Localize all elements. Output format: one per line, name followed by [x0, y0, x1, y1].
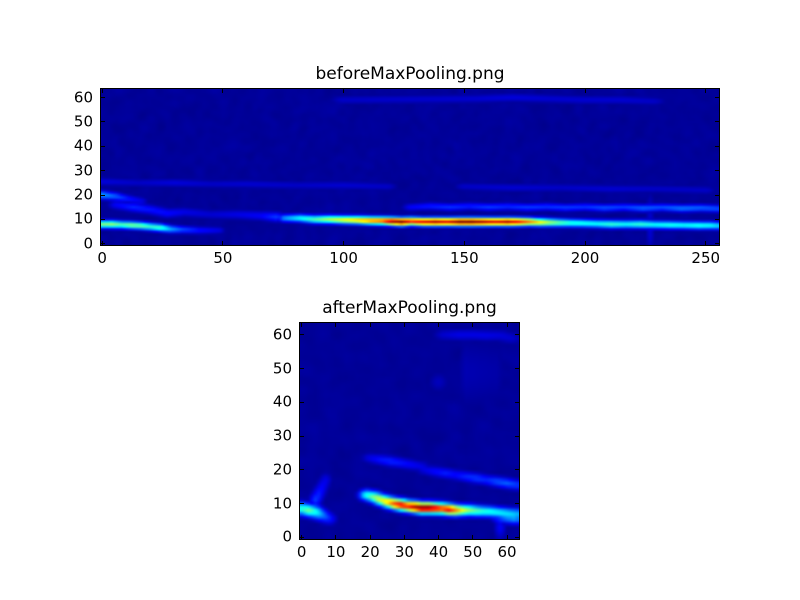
axes-title-before: beforeMaxPooling.png	[315, 64, 505, 84]
x-tick-mark-top	[301, 323, 303, 327]
x-tick-mark-top	[584, 89, 586, 93]
y-tick-mark-right	[715, 121, 719, 123]
y-tick-mark-left	[300, 334, 304, 336]
x-tick-mark-top	[222, 89, 224, 93]
y-tick-label: 20	[73, 185, 93, 204]
axes-title-after: afterMaxPooling.png	[322, 298, 497, 318]
y-tick-mark-right	[715, 243, 719, 245]
x-tick-mark-top	[101, 89, 103, 93]
y-tick-label: 20	[272, 460, 292, 479]
y-tick-label: 0	[83, 234, 93, 253]
y-tick-mark-right	[515, 435, 519, 437]
y-tick-label: 40	[73, 136, 93, 155]
y-tick-mark-right	[515, 503, 519, 505]
y-tick-mark-right	[515, 469, 519, 471]
x-tick-mark-top	[403, 323, 405, 327]
y-tick-mark-right	[515, 536, 519, 538]
y-tick-mark-right	[515, 334, 519, 336]
x-tick-mark-top	[438, 323, 440, 327]
x-tick-mark-top	[705, 89, 707, 93]
x-tick-mark-bottom	[506, 535, 508, 539]
x-tick-label: 20	[360, 543, 380, 561]
axes-before-maxpooling: beforeMaxPooling.png 0 50 100 150 200 250 0 10 2…	[74, 64, 720, 266]
y-tick-mark-left	[300, 503, 304, 505]
y-tick-label: 60	[272, 325, 292, 344]
y-tick-mark-right	[515, 368, 519, 370]
y-tick-mark-left	[300, 469, 304, 471]
x-tick-mark-bottom	[403, 535, 405, 539]
heatmap-image-after	[300, 323, 519, 539]
y-tick-label: 10	[73, 209, 93, 228]
x-tick-mark-top	[335, 323, 337, 327]
y-tick-label: 60	[73, 88, 93, 107]
y-tick-label: 40	[272, 392, 292, 411]
x-tick-mark-top	[463, 89, 465, 93]
x-tick-mark-bottom	[222, 241, 224, 245]
y-tick-mark-left	[101, 243, 105, 245]
x-tick-label: 0	[97, 249, 107, 267]
y-tick-mark-left	[101, 145, 105, 147]
x-tick-mark-top	[506, 323, 508, 327]
x-tick-label: 10	[326, 543, 346, 561]
x-tick-mark-top	[343, 89, 345, 93]
y-tick-label: 50	[272, 359, 292, 378]
axes-after-maxpooling: afterMaxPooling.png 0 10 20 30 40 50 60 0 10 20 30…	[273, 298, 520, 560]
y-tick-mark-right	[715, 218, 719, 220]
x-tick-mark-bottom	[343, 241, 345, 245]
y-tick-mark-left	[300, 435, 304, 437]
y-tick-mark-right	[515, 401, 519, 403]
x-tick-label: 50	[463, 543, 483, 561]
y-tick-mark-left	[101, 97, 105, 99]
y-tick-mark-left	[101, 194, 105, 196]
x-tick-label: 250	[691, 249, 721, 267]
y-tick-mark-right	[715, 145, 719, 147]
y-tick-mark-left	[300, 536, 304, 538]
y-tick-mark-left	[300, 368, 304, 370]
y-tick-mark-right	[715, 194, 719, 196]
y-tick-mark-left	[101, 170, 105, 172]
x-tick-label: 100	[329, 249, 358, 267]
x-tick-label: 60	[497, 543, 517, 561]
y-tick-label: 30	[272, 426, 292, 445]
x-tick-mark-bottom	[584, 241, 586, 245]
x-tick-label: 40	[429, 543, 449, 561]
x-tick-mark-bottom	[369, 535, 371, 539]
x-tick-mark-top	[472, 323, 474, 327]
y-tick-mark-left	[101, 121, 105, 123]
y-tick-label: 10	[272, 494, 292, 513]
x-tick-mark-bottom	[463, 241, 465, 245]
x-tick-label: 50	[213, 249, 233, 267]
x-tick-mark-bottom	[438, 535, 440, 539]
y-tick-mark-right	[715, 170, 719, 172]
x-tick-label: 200	[570, 249, 600, 267]
x-tick-mark-bottom	[101, 241, 103, 245]
y-tick-label: 50	[73, 112, 93, 131]
y-tick-label: 0	[282, 527, 292, 546]
y-tick-mark-left	[300, 401, 304, 403]
x-tick-label: 150	[449, 249, 479, 267]
x-tick-mark-top	[369, 323, 371, 327]
x-tick-mark-bottom	[705, 241, 707, 245]
y-tick-mark-left	[101, 218, 105, 220]
x-tick-mark-bottom	[472, 535, 474, 539]
x-tick-label: 0	[296, 543, 307, 561]
y-tick-label: 30	[73, 161, 93, 180]
heatmap-image-before	[101, 89, 719, 245]
y-tick-mark-right	[715, 97, 719, 99]
x-tick-label: 30	[394, 543, 414, 561]
x-tick-mark-bottom	[335, 535, 337, 539]
